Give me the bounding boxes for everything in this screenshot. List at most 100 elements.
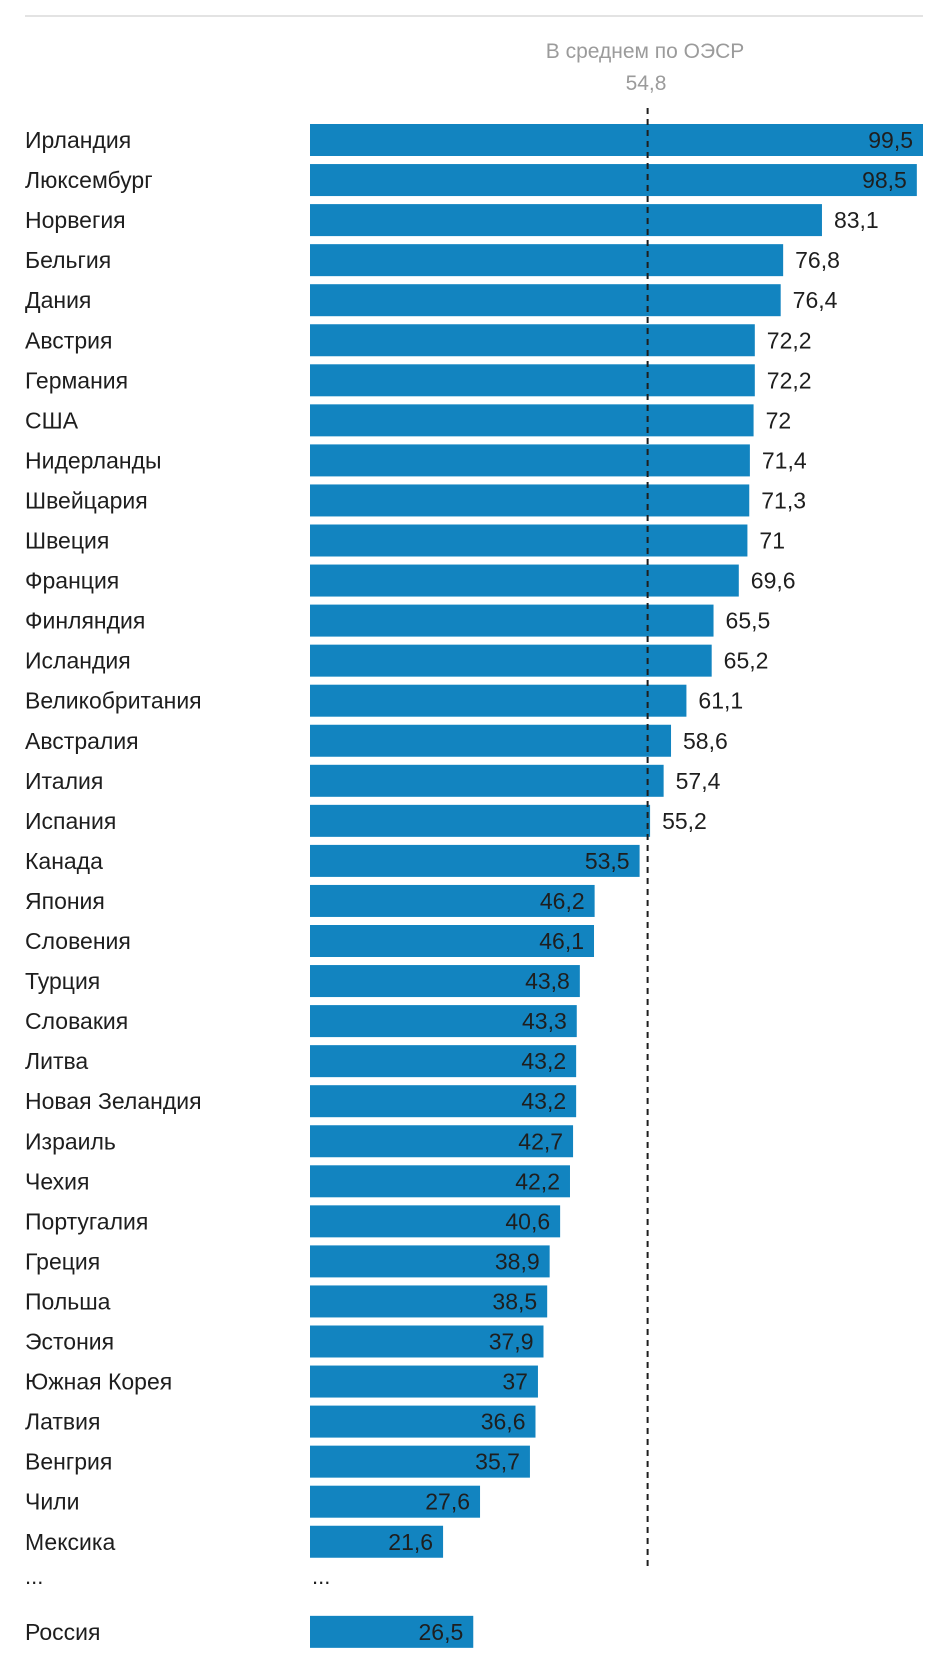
value-label: 37,9 (489, 1329, 534, 1355)
category-label: Великобритания (25, 688, 202, 714)
bar (310, 1205, 561, 1238)
value-label: 43,2 (521, 1088, 566, 1114)
value-label: 38,5 (492, 1288, 537, 1314)
bar (310, 1285, 548, 1318)
category-label: Швеция (25, 528, 109, 554)
category-label: Эстония (25, 1329, 114, 1355)
bar (310, 1005, 577, 1038)
value-label: 57,4 (676, 768, 721, 794)
value-label: 83,1 (834, 207, 879, 233)
category-label: Ирландия (25, 127, 131, 153)
value-label: 76,4 (793, 287, 838, 313)
bar (310, 884, 595, 917)
value-label: 27,6 (425, 1489, 470, 1515)
ellipsis-label: ... (25, 1564, 43, 1589)
average-line-label: В среднем по ОЭСР (545, 40, 745, 63)
value-label: 37 (502, 1369, 528, 1395)
category-label: Бельгия (25, 247, 111, 273)
value-label: 46,2 (540, 888, 585, 914)
bar (310, 1525, 444, 1558)
value-label: 42,7 (518, 1128, 563, 1154)
category-label: Греция (25, 1248, 100, 1274)
bar (310, 1045, 577, 1078)
bar (310, 925, 595, 957)
category-label: Турция (25, 968, 100, 994)
bar (310, 284, 781, 317)
value-label: 58,6 (683, 728, 728, 754)
value-label: 71 (759, 528, 785, 554)
category-label: Дания (25, 287, 91, 313)
bar (310, 484, 750, 517)
bar (310, 364, 755, 397)
category-label: Латвия (25, 1409, 100, 1435)
bar (310, 844, 640, 877)
category-label: Россия (25, 1619, 100, 1645)
value-label: 36,6 (481, 1409, 526, 1435)
value-label: 71,4 (762, 447, 807, 473)
value-label: 43,2 (521, 1048, 566, 1074)
category-label: Япония (25, 888, 105, 914)
category-label: Южная Корея (25, 1369, 172, 1395)
bar (310, 644, 712, 677)
value-label: 53,5 (585, 848, 630, 874)
category-label: Португалия (25, 1208, 148, 1234)
category-label: Норвегия (25, 207, 126, 233)
bar (310, 524, 748, 557)
bar (310, 1085, 577, 1118)
category-label: Новая Зеландия (25, 1088, 202, 1114)
bar (310, 1365, 538, 1398)
bar (310, 1485, 481, 1518)
bar (310, 164, 917, 197)
bar (310, 1445, 530, 1478)
bar (310, 604, 714, 637)
bar (310, 1245, 550, 1278)
category-label: Израиль (25, 1128, 116, 1154)
bar (310, 1325, 544, 1358)
value-label: 21,6 (388, 1529, 433, 1555)
bar (310, 404, 754, 437)
value-label: 43,8 (525, 968, 570, 994)
value-label: 76,8 (795, 247, 840, 273)
category-label: Словакия (25, 1008, 128, 1034)
category-label: Германия (25, 367, 128, 393)
value-label: 69,6 (751, 568, 796, 594)
value-label: 26,5 (418, 1619, 463, 1645)
average-line-value: 54,8 (625, 72, 667, 95)
category-label: Нидерланды (25, 447, 162, 473)
bar (310, 1615, 474, 1648)
bar (310, 1125, 574, 1158)
category-label: Словения (25, 928, 131, 954)
value-label: 38,9 (495, 1248, 540, 1274)
category-label: Люксембург (25, 167, 153, 193)
category-label: Испания (25, 808, 116, 834)
category-label: Австрия (25, 327, 112, 353)
category-label: Италия (25, 768, 103, 794)
value-label: 65,5 (726, 608, 771, 634)
category-label: Чили (25, 1489, 79, 1515)
value-label: 40,6 (505, 1208, 550, 1234)
value-label: 99,5 (868, 127, 913, 153)
bar (310, 1405, 536, 1438)
bar (310, 684, 687, 717)
bar (310, 244, 784, 277)
bar (310, 124, 923, 156)
category-label: Польша (25, 1288, 111, 1314)
bar (310, 804, 651, 837)
category-label: Чехия (25, 1168, 89, 1194)
bar (310, 564, 739, 597)
value-label: 61,1 (698, 688, 743, 714)
category-label: Литва (25, 1048, 88, 1074)
category-label: Канада (25, 848, 103, 874)
category-label: Венгрия (25, 1449, 112, 1475)
category-label: Швейцария (25, 487, 148, 513)
category-label: Финляндия (25, 608, 145, 634)
category-label: Франция (25, 568, 119, 594)
bar (310, 965, 580, 998)
value-label: 72,2 (767, 327, 812, 353)
top-divider (25, 15, 923, 17)
category-label: Австралия (25, 728, 139, 754)
bar (310, 1165, 570, 1198)
value-label: 65,2 (724, 648, 769, 674)
bar (310, 324, 755, 357)
